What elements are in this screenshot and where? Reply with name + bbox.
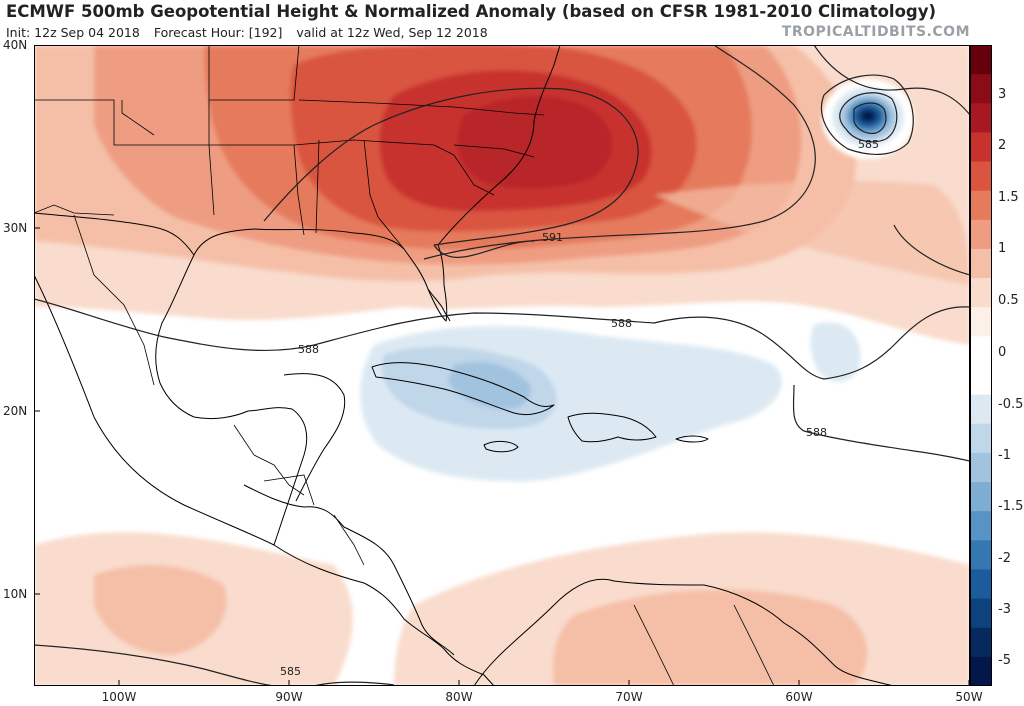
colorbar-label-0: 0 bbox=[998, 345, 1007, 360]
contour-low-2 bbox=[853, 102, 887, 134]
map-title: ECMWF 500mb Geopotential Height & Normal… bbox=[6, 2, 937, 21]
colorbar-segment bbox=[970, 482, 992, 512]
brand-watermark: TROPICALTIDBITS.COM bbox=[781, 24, 970, 40]
lat-label-40n: 40N bbox=[3, 38, 28, 52]
contour-low-outer bbox=[820, 74, 914, 155]
us-gulf-coast bbox=[34, 45, 561, 322]
colorbar-label-1: 1 bbox=[998, 241, 1007, 256]
colorbar-label-minus-1: -1 bbox=[998, 448, 1011, 463]
colorbar-label-minus-1-5: -1.5 bbox=[998, 499, 1024, 514]
colorbar-segment bbox=[970, 190, 992, 221]
contour-label-588-central: 588 bbox=[611, 317, 632, 330]
contour-label-591: 591 bbox=[542, 231, 563, 244]
hispaniola bbox=[567, 412, 657, 443]
colorbar-segment bbox=[970, 74, 992, 104]
colorbar-segment bbox=[970, 452, 992, 483]
contour-label-588-east: 588 bbox=[806, 426, 827, 439]
colorbar-label-2: 2 bbox=[998, 138, 1007, 153]
colorbar-label-minus-2: -2 bbox=[998, 551, 1011, 566]
contour-585-south bbox=[34, 644, 395, 686]
lon-label-60w: 60W bbox=[785, 690, 813, 704]
colorbar-segment bbox=[970, 540, 992, 570]
forecast-hour: Forecast Hour: [192] bbox=[153, 25, 283, 40]
colorbar-segment bbox=[970, 103, 992, 133]
contour-588-south bbox=[792, 384, 970, 462]
valid-time: valid at 12z Wed, Sep 12 2018 bbox=[296, 25, 488, 40]
colorbar-label-minus-0-5: -0.5 bbox=[998, 397, 1024, 412]
colorbar-label-0-5: 0.5 bbox=[998, 293, 1019, 308]
map-subtitle: Init: 12z Sep 04 2018 Forecast Hour: [19… bbox=[6, 25, 498, 40]
coastlines bbox=[34, 45, 895, 686]
map-frame bbox=[34, 45, 970, 686]
colorbar bbox=[970, 45, 992, 686]
contour-outer-east bbox=[813, 45, 970, 276]
colorbar-label-minus-3: -3 bbox=[998, 602, 1011, 617]
contour-591 bbox=[263, 45, 816, 260]
cuba bbox=[371, 362, 555, 416]
positive-anomaly-shading bbox=[34, 45, 970, 686]
puerto-rico bbox=[675, 435, 709, 443]
lat-label-10n: 10N bbox=[3, 587, 28, 601]
colorbar-segment bbox=[970, 394, 992, 425]
colorbar-segment bbox=[970, 219, 992, 250]
colorbar-segment bbox=[970, 569, 992, 600]
lon-label-70w: 70W bbox=[615, 690, 643, 704]
colorbar-frame bbox=[970, 45, 992, 686]
colorbar-segment bbox=[970, 45, 992, 75]
contour-label-585-low: 585 bbox=[858, 138, 879, 151]
lon-label-50w: 50W bbox=[955, 690, 983, 704]
colorbar-segment bbox=[970, 598, 992, 629]
height-contours bbox=[34, 45, 970, 686]
colorbar-segment bbox=[970, 627, 992, 658]
jamaica bbox=[483, 440, 519, 453]
colorbar-label-1-5: 1.5 bbox=[998, 190, 1019, 205]
colorbar-segment bbox=[970, 248, 992, 279]
mexico-coast bbox=[34, 274, 308, 546]
colorbar-segment bbox=[970, 161, 992, 192]
lon-label-80w: 80W bbox=[445, 690, 473, 704]
central-america-inner bbox=[243, 484, 455, 656]
colorbar-label-minus-5: -5 bbox=[998, 653, 1011, 668]
central-america bbox=[273, 544, 495, 686]
florida-peninsula bbox=[427, 288, 451, 322]
lon-label-90w: 90W bbox=[275, 690, 303, 704]
political-borders bbox=[34, 45, 775, 686]
contour-low-1 bbox=[839, 92, 898, 143]
colorbar-segment bbox=[970, 132, 992, 163]
colorbar-segment bbox=[970, 511, 992, 541]
contour-588 bbox=[34, 298, 970, 380]
texas-coast bbox=[155, 254, 249, 420]
colorbar-label-3: 3 bbox=[998, 87, 1007, 102]
colorbar-segment bbox=[970, 656, 992, 686]
contour-label-585-south: 585 bbox=[280, 665, 301, 678]
lat-label-20n: 20N bbox=[3, 404, 28, 418]
colorbar-segment bbox=[970, 307, 992, 337]
lat-label-30n: 30N bbox=[3, 221, 28, 235]
colorbar-segment bbox=[970, 423, 992, 454]
south-america-coast bbox=[473, 578, 895, 686]
lon-label-100w: 100W bbox=[101, 690, 137, 704]
yucatan bbox=[283, 373, 346, 502]
map-panel: 591 588 588 588 585 585 bbox=[34, 45, 970, 686]
contour-label-588-west: 588 bbox=[298, 343, 319, 356]
init-time: Init: 12z Sep 04 2018 bbox=[6, 25, 140, 40]
negative-anomaly-shading bbox=[360, 79, 914, 482]
colorbar-segment bbox=[970, 365, 992, 396]
colorbar-segment bbox=[970, 278, 992, 308]
colorbar-segment bbox=[970, 336, 992, 366]
